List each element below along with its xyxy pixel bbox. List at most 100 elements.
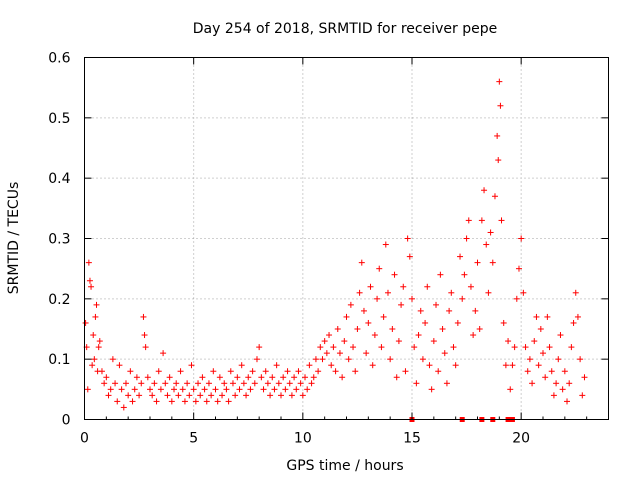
data-point <box>107 386 114 393</box>
data-point <box>138 380 145 387</box>
data-point <box>141 332 148 339</box>
data-point <box>332 368 339 375</box>
data-point <box>544 313 551 320</box>
data-point <box>564 398 571 405</box>
data-point <box>160 350 167 357</box>
data-point <box>448 289 455 296</box>
data-point <box>555 356 562 363</box>
chart-title: Day 254 of 2018, SRMTID for receiver pep… <box>193 21 497 37</box>
data-point <box>247 386 254 393</box>
data-point <box>463 235 470 242</box>
data-point <box>515 265 522 272</box>
data-point <box>478 217 485 224</box>
data-point <box>393 374 400 381</box>
data-point <box>336 350 343 357</box>
data-point <box>358 259 365 266</box>
data-point <box>125 392 132 399</box>
data-point <box>529 380 536 387</box>
data-point <box>95 344 102 351</box>
data-point <box>251 380 258 387</box>
data-point <box>483 241 490 248</box>
data-point <box>570 319 577 326</box>
data-point <box>533 313 540 320</box>
data-point <box>93 301 100 308</box>
data-point <box>122 380 129 387</box>
data-point <box>306 362 313 369</box>
data-point <box>326 332 333 339</box>
data-point <box>256 344 263 351</box>
data-point <box>535 362 542 369</box>
data-point <box>540 350 546 357</box>
data-point <box>441 350 448 357</box>
data-point <box>498 217 505 224</box>
data-point <box>101 380 108 387</box>
data-point <box>275 380 282 387</box>
data-point <box>491 193 498 200</box>
data-point <box>497 102 504 109</box>
data-point <box>142 344 149 351</box>
data-point <box>92 313 99 320</box>
data-point <box>291 374 298 381</box>
data-point <box>457 253 464 260</box>
data-point <box>175 392 182 399</box>
data-point <box>249 368 256 375</box>
plot-frame <box>84 57 609 420</box>
data-point <box>168 398 175 405</box>
data-point <box>443 380 450 387</box>
data-point <box>205 380 212 387</box>
data-point <box>243 392 250 399</box>
data-point <box>219 392 226 399</box>
data-point <box>430 338 437 345</box>
x-tick-label: 0 <box>80 431 89 447</box>
data-point <box>112 380 119 387</box>
data-point <box>195 380 202 387</box>
data-point <box>581 374 588 381</box>
data-point <box>203 398 210 405</box>
data-point <box>433 301 440 308</box>
data-point <box>542 374 549 381</box>
data-point <box>376 265 383 272</box>
data-point <box>509 362 516 369</box>
data-point <box>389 326 396 332</box>
data-point <box>343 313 350 320</box>
data-point <box>192 398 199 405</box>
x-tick-label: 20 <box>512 431 530 447</box>
data-point <box>302 374 309 381</box>
data-point <box>210 368 217 375</box>
data-point <box>402 368 409 375</box>
data-point <box>422 319 429 326</box>
data-point <box>186 392 193 399</box>
data-point <box>271 386 278 393</box>
data-point <box>317 344 324 351</box>
data-points <box>82 78 588 422</box>
data-point <box>450 344 457 351</box>
data-point <box>118 386 125 393</box>
data-point <box>84 386 91 393</box>
data-point <box>144 374 151 381</box>
data-point <box>323 350 330 357</box>
data-point <box>411 344 418 351</box>
data-point <box>91 356 98 363</box>
data-point <box>495 157 502 164</box>
data-point <box>299 392 306 399</box>
data-point <box>262 368 269 375</box>
data-point <box>574 313 581 320</box>
data-point <box>380 313 387 320</box>
data-point <box>496 78 503 85</box>
data-point <box>579 392 586 399</box>
data-point <box>406 253 413 260</box>
data-point <box>197 392 204 399</box>
data-point <box>96 338 103 345</box>
data-point <box>476 326 483 332</box>
data-point <box>518 235 525 242</box>
data-point <box>177 368 184 375</box>
data-point <box>269 374 276 381</box>
data-point <box>184 380 191 387</box>
data-point <box>304 386 311 393</box>
data-point <box>157 386 164 393</box>
data-point <box>531 338 538 345</box>
data-point <box>293 386 300 393</box>
data-point <box>221 380 228 387</box>
data-point <box>89 362 96 369</box>
y-axis-label: SRMTID / TECUs <box>6 182 22 295</box>
